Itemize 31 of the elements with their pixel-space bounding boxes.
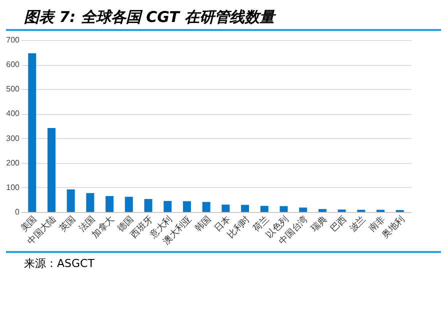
y-tick-label: 200 [6, 158, 20, 168]
x-tick-label: 瑞典 [309, 214, 330, 234]
bar [86, 193, 94, 212]
bar [144, 198, 152, 212]
x-tick-label: 巴西 [329, 214, 349, 234]
y-tick-label: 600 [6, 60, 20, 70]
y-tick-label: 300 [6, 134, 20, 143]
bar [28, 53, 36, 212]
bar [182, 201, 191, 212]
y-tick-label: 700 [6, 36, 20, 44]
y-tick-label: 400 [6, 109, 20, 118]
bar [260, 206, 268, 212]
bar [164, 200, 172, 212]
bar [318, 209, 326, 212]
bar [124, 196, 133, 212]
bar [202, 202, 210, 212]
bar [241, 204, 250, 212]
x-tick-label: 波兰 [348, 214, 368, 234]
y-tick-label: 100 [6, 182, 20, 192]
chart-title: 图表 7: 全球各国 CGT 在研管线数量 [6, 0, 441, 31]
bar [280, 206, 288, 212]
bar [106, 196, 114, 212]
bar [47, 128, 56, 212]
bar [66, 189, 75, 212]
y-tick-label: 500 [6, 84, 20, 94]
bar [222, 204, 230, 212]
bar [299, 208, 308, 212]
x-tick-label: 英国 [57, 214, 78, 234]
source-note: 来源：ASGCT [6, 251, 441, 271]
x-tick-label: 韩国 [192, 214, 214, 234]
y-tick-label: 0 [15, 208, 20, 216]
